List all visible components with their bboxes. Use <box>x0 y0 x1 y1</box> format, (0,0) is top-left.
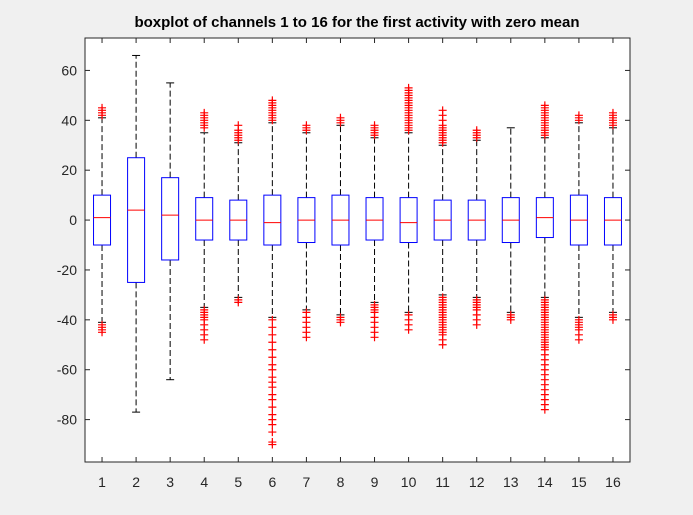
iqr-box <box>161 177 180 261</box>
outlier-marker <box>268 338 277 347</box>
outlier-marker <box>506 315 515 324</box>
outlier-marker <box>438 340 447 349</box>
y-tick-label: 40 <box>61 112 77 128</box>
box-group-16 <box>603 108 622 324</box>
outlier-marker <box>438 106 447 115</box>
x-tick-label: 5 <box>234 474 242 490</box>
outlier-marker <box>336 113 345 122</box>
x-tick-label: 6 <box>268 474 276 490</box>
outlier-marker <box>574 335 583 344</box>
outlier-marker <box>234 121 243 130</box>
x-tick-label: 7 <box>303 474 311 490</box>
outlier-marker <box>540 101 549 110</box>
outlier-marker <box>234 298 243 307</box>
outlier-marker <box>98 328 107 337</box>
outlier-marker <box>608 315 617 324</box>
y-tick-label: 0 <box>69 212 77 228</box>
x-tick-label: 2 <box>132 474 140 490</box>
x-tick-label: 1 <box>98 474 106 490</box>
outlier-marker <box>200 335 209 344</box>
y-tick-label: -60 <box>57 362 77 378</box>
outlier-marker <box>268 383 277 392</box>
outlier-marker <box>540 405 549 414</box>
chart-marks <box>93 54 622 449</box>
outlier-marker <box>268 420 277 429</box>
x-tick-label: 4 <box>200 474 208 490</box>
outlier-marker <box>268 403 277 412</box>
axes-frame <box>84 37 631 463</box>
outlier-marker <box>608 108 617 117</box>
box-group-4 <box>195 108 214 344</box>
iqr-box <box>365 197 384 241</box>
outlier-marker <box>370 333 379 342</box>
outlier-marker <box>404 83 413 92</box>
outlier-marker <box>98 103 107 112</box>
iqr-box <box>127 157 146 283</box>
x-tick-label: 8 <box>337 474 345 490</box>
box-group-1 <box>93 103 112 337</box>
box-group-13 <box>501 127 520 324</box>
outlier-marker <box>268 345 277 354</box>
outlier-marker <box>268 365 277 374</box>
outlier-marker <box>302 121 311 130</box>
x-tick-label: 3 <box>166 474 174 490</box>
outlier-marker <box>268 353 277 362</box>
chart-title: boxplot of channels 1 to 16 for the firs… <box>134 14 579 31</box>
outlier-marker <box>200 108 209 117</box>
plot-area <box>85 38 630 462</box>
iqr-box <box>93 194 112 246</box>
iqr-box <box>195 197 214 241</box>
y-tick-label: -40 <box>57 312 77 328</box>
outlier-marker <box>302 333 311 342</box>
x-tick-label: 12 <box>469 474 485 490</box>
y-tick-label: 20 <box>61 162 77 178</box>
outlier-marker <box>404 325 413 334</box>
y-tick-label: -80 <box>57 412 77 428</box>
outlier-marker <box>268 395 277 404</box>
x-tick-label: 14 <box>537 474 553 490</box>
outlier-marker <box>574 111 583 120</box>
box-group-6 <box>263 96 282 449</box>
outlier-marker <box>370 121 379 130</box>
box-group-3 <box>161 82 180 381</box>
box-group-7 <box>297 121 316 342</box>
iqr-box <box>399 197 418 244</box>
x-tick-label: 10 <box>401 474 417 490</box>
box-group-10 <box>399 83 418 334</box>
box-group-15 <box>569 111 588 344</box>
x-axis: 1 2 3 4 5 6 7 8 9 10 11 12 13 14 15 16 <box>98 38 621 490</box>
x-tick-label: 9 <box>371 474 379 490</box>
outlier-marker <box>268 315 277 324</box>
iqr-box <box>603 197 622 246</box>
box-group-11 <box>433 106 452 349</box>
box-group-14 <box>535 101 554 414</box>
outlier-marker <box>268 428 277 437</box>
box-group-5 <box>229 121 248 307</box>
x-tick-label: 16 <box>605 474 621 490</box>
outlier-marker <box>268 440 277 449</box>
outlier-marker <box>268 96 277 105</box>
x-tick-label: 11 <box>435 474 450 490</box>
box-group-8 <box>331 113 350 327</box>
y-tick-label: 60 <box>61 62 77 78</box>
outlier-marker <box>268 323 277 332</box>
box-group-2 <box>127 54 146 413</box>
x-tick-label: 15 <box>571 474 587 490</box>
outlier-marker <box>336 318 345 327</box>
iqr-box <box>263 194 282 246</box>
y-axis: -80 -60 -40 -20 0 20 40 60 <box>57 62 630 428</box>
x-tick-label: 13 <box>503 474 519 490</box>
outlier-marker <box>472 126 481 135</box>
outlier-marker <box>268 330 277 339</box>
box-group-9 <box>365 121 384 342</box>
y-tick-label: -20 <box>57 262 77 278</box>
box-group-12 <box>467 126 486 329</box>
outlier-marker <box>472 320 481 329</box>
